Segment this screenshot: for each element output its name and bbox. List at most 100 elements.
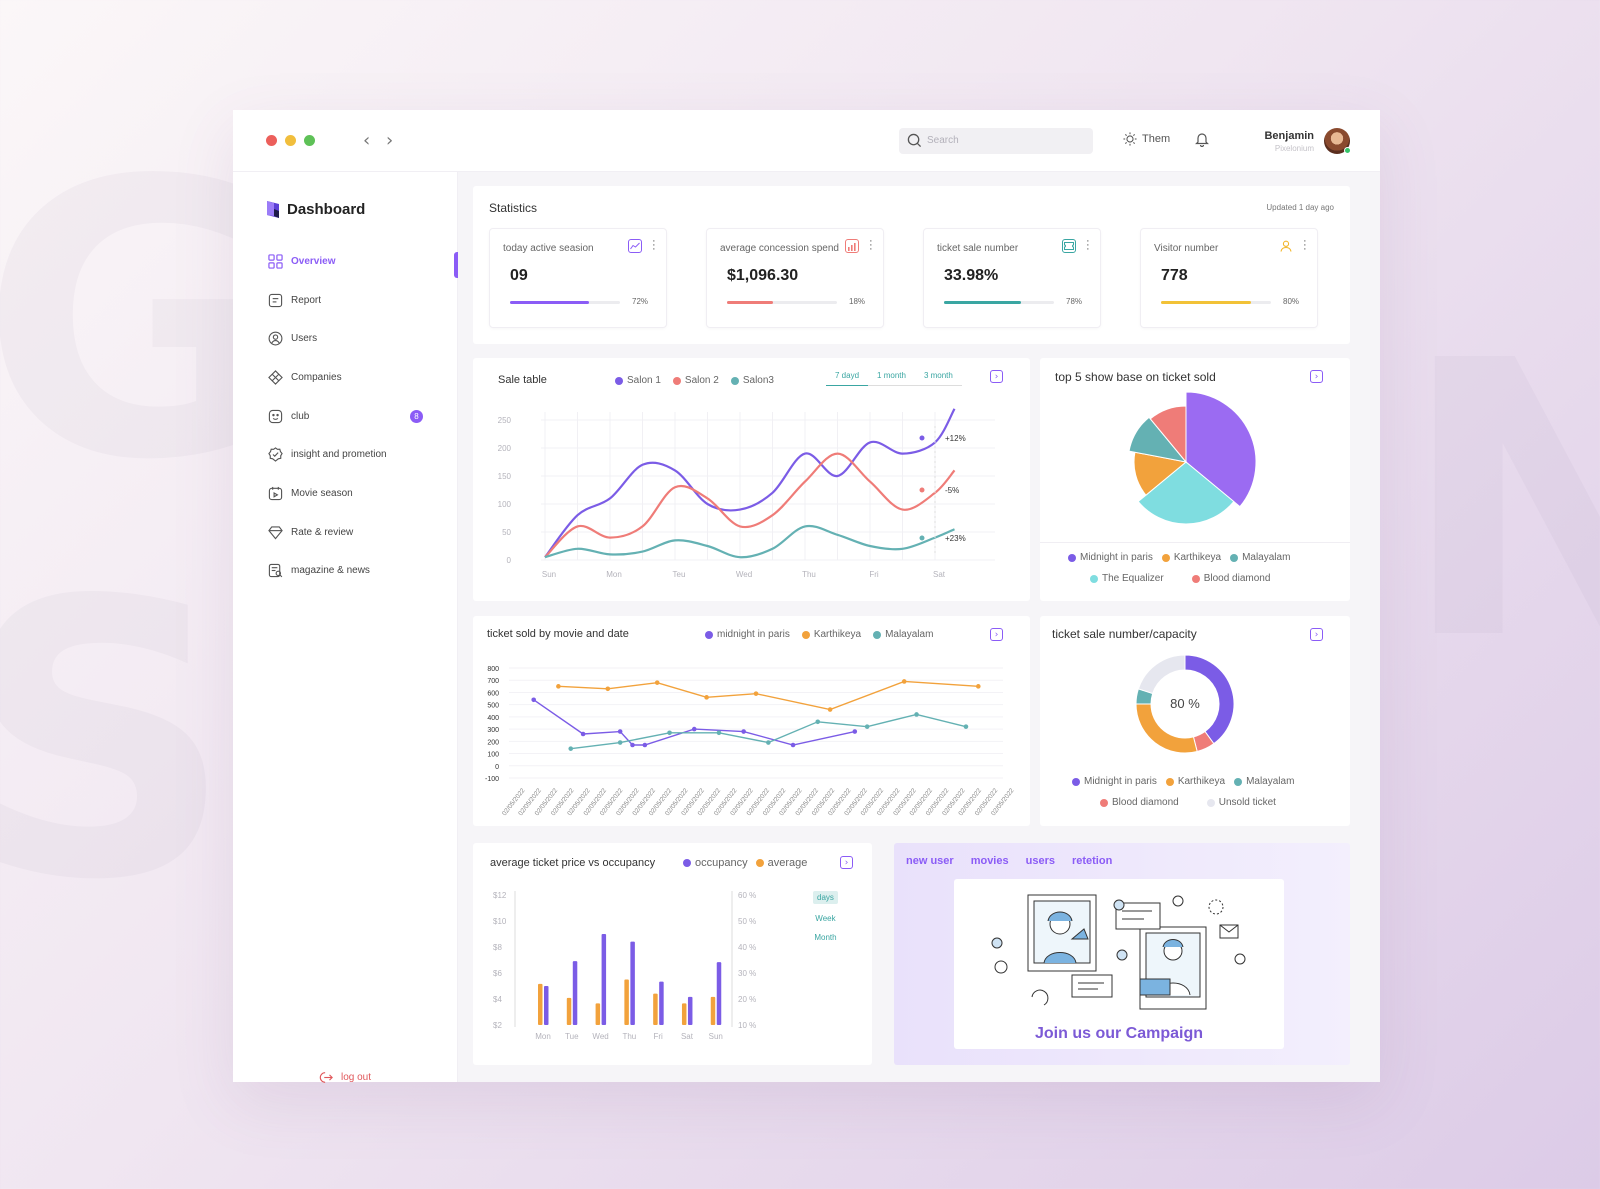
user-info[interactable]: Benjamin Pixelonium: [1264, 130, 1314, 153]
x-tick-label: Sun: [709, 1032, 723, 1041]
background-watermark: S: [0, 520, 234, 963]
x-tick-label: Wed: [736, 570, 752, 579]
capacity-center-value: 80 %: [1170, 696, 1200, 711]
bar-average: [595, 1003, 601, 1025]
series-change-label: -5%: [945, 486, 959, 495]
bar-average: [624, 979, 629, 1025]
theme-label: Them: [1142, 133, 1171, 145]
sale-table-legend: Salon 1 Salon 2 Salon3: [615, 375, 774, 386]
brand[interactable]: Dashboard: [267, 201, 365, 218]
legend-item: occupancy: [683, 857, 748, 869]
campaign-cta[interactable]: Join us our Campaign: [1034, 1025, 1203, 1042]
stat-value: $1,096.30: [727, 267, 799, 284]
tab-users[interactable]: users: [1025, 855, 1055, 867]
stat-progress-bar: [510, 301, 620, 304]
avatar[interactable]: [1324, 128, 1351, 154]
search-icon: [907, 133, 922, 148]
series-change-label: +12%: [945, 434, 966, 443]
bar-occupancy: [572, 961, 578, 1025]
person-icon: [1279, 239, 1293, 253]
sidebar-item-movie-season[interactable]: Movie season: [267, 474, 457, 513]
background-watermark: N: [1400, 280, 1600, 723]
campaign-card[interactable]: Join us our Campaign: [954, 879, 1284, 1049]
y-tick-label-left: $10: [493, 917, 507, 926]
trend-icon: [628, 239, 642, 253]
data-point: [704, 695, 709, 700]
stat-card-visitor-number[interactable]: Visitor number · · · 778 80%: [1140, 228, 1318, 328]
sidebar-item-report[interactable]: Report: [267, 281, 457, 320]
y-tick-label: 800: [487, 666, 499, 673]
stat-card-concession-spend[interactable]: average concession spend · · · $1,096.30 1…: [706, 228, 884, 328]
data-point: [568, 746, 574, 751]
smiley-icon: [267, 408, 283, 424]
data-point: [766, 740, 771, 745]
minimize-window-button[interactable]: [285, 135, 296, 146]
toggle-week[interactable]: Week: [815, 914, 836, 923]
more-options-icon[interactable]: · · ·: [869, 235, 873, 255]
sidebar-item-companies[interactable]: Companies: [267, 358, 457, 397]
more-options-icon[interactable]: · · ·: [1086, 235, 1090, 255]
tab-1-month[interactable]: 1 month: [868, 371, 915, 386]
legend-item: Malayalam: [1230, 552, 1290, 563]
sidebar-item-rate-review[interactable]: Rate & review: [267, 513, 457, 552]
stat-card-active-season[interactable]: today active seasion · · · 09 72%: [489, 228, 667, 328]
pie-slice-blood-diamond: [1149, 405, 1187, 464]
calendar-play-icon: [267, 485, 283, 501]
data-point: [741, 729, 746, 734]
diamond-grid-icon: [267, 369, 283, 385]
sidebar-item-club[interactable]: club 8: [267, 397, 457, 436]
back-arrow-icon[interactable]: ‹: [363, 130, 371, 151]
search-input[interactable]: Search: [899, 128, 1093, 154]
series-line-salon-1: [544, 408, 956, 558]
open-details-icon[interactable]: ›: [1310, 628, 1323, 641]
tab-new-user[interactable]: new user: [906, 855, 954, 867]
open-details-icon[interactable]: ›: [840, 856, 853, 869]
bar-average: [566, 997, 572, 1025]
forward-arrow-icon[interactable]: ›: [386, 130, 394, 151]
y-tick-label: 100: [498, 500, 512, 509]
bell-icon[interactable]: [1195, 131, 1209, 147]
legend-item: Midnight in paris: [1068, 552, 1153, 563]
y-tick-label: -100: [485, 776, 499, 783]
tab-retetion[interactable]: retetion: [1071, 855, 1113, 867]
sale-table-card: Sale table Salon 1 Salon 2 Salon3 7 dayd…: [473, 358, 1030, 601]
stat-card-ticket-sale[interactable]: ticket sale number · · · 33.98% 78%: [923, 228, 1101, 328]
y-tick-label-right: 10 %: [738, 1021, 756, 1030]
pie-slice-the-equalizer: [1137, 461, 1235, 525]
series-change-label: +23%: [945, 534, 966, 543]
sidebar-item-users[interactable]: Users: [267, 319, 457, 358]
logout-button[interactable]: log out: [319, 1071, 371, 1084]
toggle-days[interactable]: days: [813, 891, 838, 904]
sidebar-item-magazine[interactable]: magazine & news: [267, 552, 457, 591]
capacity-legend-row2: Blood diamond Unsold ticket: [1100, 797, 1276, 808]
stat-progress-bar: [727, 301, 837, 304]
open-details-icon[interactable]: ›: [1310, 370, 1323, 383]
campaign-illustration: [991, 894, 1246, 1010]
capacity-legend: Midnight in paris Karthikeya Malayalam: [1072, 776, 1294, 787]
top-bar: ‹ › Search Them Benjamin Pixelonium: [233, 110, 1380, 172]
more-options-icon[interactable]: · · ·: [1303, 235, 1307, 255]
sidebar-item-overview[interactable]: Overview: [267, 242, 458, 281]
sidebar-item-label: Companies: [291, 371, 342, 383]
tab-3-month[interactable]: 3 month: [914, 371, 962, 386]
bar-occupancy: [687, 996, 693, 1025]
more-options-icon[interactable]: · · ·: [652, 235, 656, 255]
avg-price-card: average ticket price vs occupancy occupa…: [473, 843, 872, 1065]
donut-segment-unsold-ticket: [1137, 654, 1186, 695]
online-status-dot: [1344, 147, 1351, 154]
stat-label: today active seasion: [503, 243, 594, 254]
maximize-window-button[interactable]: [304, 135, 315, 146]
tab-movies[interactable]: movies: [970, 855, 1009, 867]
report-icon: [267, 292, 283, 308]
open-details-icon[interactable]: ›: [990, 628, 1003, 641]
theme-toggle[interactable]: Them: [1123, 132, 1170, 146]
toggle-month[interactable]: Month: [814, 933, 837, 942]
close-window-button[interactable]: [266, 135, 277, 146]
avg-price-legend: occupancy average: [683, 857, 807, 869]
tab-7-days[interactable]: 7 dayd: [826, 371, 869, 386]
top5-title: top 5 show base on ticket sold: [1055, 370, 1216, 384]
sidebar-item-insight[interactable]: insight and prometion: [267, 435, 457, 474]
legend-item: Unsold ticket: [1206, 797, 1276, 808]
open-details-icon[interactable]: ›: [990, 370, 1003, 383]
avg-price-title: average ticket price vs occupancy: [490, 857, 656, 869]
